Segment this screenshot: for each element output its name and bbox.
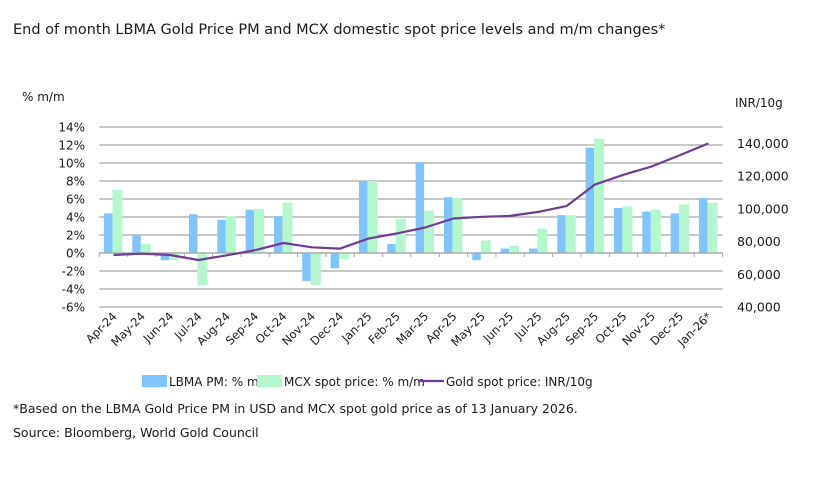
- bar-mcx: [140, 244, 151, 253]
- bar-mcx: [509, 245, 520, 253]
- bar-mcx: [254, 208, 265, 253]
- x-axis-tick-label: Jun-25: [480, 309, 517, 346]
- left-axis-tick-label: -6%: [62, 301, 85, 315]
- bar-lbma: [188, 214, 198, 253]
- bar-lbma: [698, 198, 708, 253]
- bar-mcx: [424, 210, 435, 253]
- bar-lbma: [302, 253, 311, 281]
- bar-lbma: [387, 244, 396, 253]
- bar-lbma: [472, 253, 481, 261]
- bar-lbma: [613, 208, 623, 253]
- bar-mcx: [622, 206, 633, 253]
- bar-mcx: [650, 209, 661, 253]
- left-axis-tick-label: 0%: [66, 247, 85, 261]
- bar-lbma: [330, 253, 340, 269]
- right-axis-tick-label: 100,000: [737, 201, 789, 216]
- bar-lbma: [557, 215, 566, 253]
- x-axis-tick-label: Jun-24: [140, 309, 177, 346]
- right-axis-tick-label: 60,000: [737, 267, 781, 282]
- bar-lbma: [443, 197, 453, 253]
- bar-lbma: [670, 213, 680, 253]
- bar-mcx: [679, 204, 690, 253]
- legend-label-gold: Gold spot price: INR/10g: [446, 375, 593, 389]
- bar-mcx: [707, 202, 718, 253]
- left-axis-label: % m/m: [22, 90, 65, 104]
- source-note: Source: Bloomberg, World Gold Council: [13, 425, 259, 440]
- left-axis-tick-label: 12%: [58, 139, 85, 153]
- bar-mcx: [310, 253, 321, 286]
- bar-lbma: [642, 211, 651, 253]
- footnote: *Based on the LBMA Gold Price PM in USD …: [13, 401, 578, 416]
- bar-mcx: [395, 218, 406, 253]
- bar-mcx: [112, 190, 123, 253]
- right-axis-tick-label: 40,000: [737, 300, 781, 315]
- x-axis-tick-label: Mar-25: [393, 309, 431, 347]
- bar-mcx: [537, 228, 548, 253]
- bar-mcx: [480, 240, 491, 253]
- bar-mcx: [565, 215, 576, 253]
- left-axis-tick-label: 8%: [66, 175, 85, 189]
- left-axis-tick-label: -4%: [62, 283, 85, 297]
- left-axis-tick-label: 14%: [58, 121, 85, 135]
- bar-mcx: [225, 216, 236, 253]
- bar-lbma: [245, 209, 255, 253]
- bar-lbma: [415, 162, 425, 253]
- right-axis-tick-label: 120,000: [737, 169, 789, 184]
- bar-mcx: [282, 202, 293, 253]
- chart-title: End of month LBMA Gold Price PM and MCX …: [13, 22, 666, 38]
- legend-label-lbma: LBMA PM: % m/m: [169, 375, 274, 389]
- bar-lbma: [103, 213, 113, 253]
- bar-lbma: [132, 235, 141, 253]
- legend-swatch-lbma: [142, 375, 167, 387]
- bar-lbma: [160, 253, 170, 261]
- bar-lbma: [528, 248, 538, 253]
- legend-label-mcx: MCX spot price: % m/m: [284, 375, 425, 389]
- bar-lbma: [585, 147, 595, 253]
- bar-lbma: [500, 248, 510, 253]
- left-axis-tick-label: 2%: [66, 229, 85, 243]
- bar-mcx: [594, 138, 605, 253]
- bar-lbma: [273, 216, 283, 253]
- right-axis-tick-label: 80,000: [737, 234, 781, 249]
- bar-lbma: [358, 181, 368, 253]
- left-axis-tick-label: 10%: [58, 157, 85, 171]
- gold-price-line: [113, 142, 709, 262]
- right-axis-label: INR/10g: [735, 96, 783, 110]
- left-axis-tick-label: 6%: [66, 193, 85, 207]
- bar-mcx: [452, 198, 463, 253]
- left-axis-tick-label: 4%: [66, 211, 85, 225]
- bar-lbma: [217, 219, 226, 253]
- bar-mcx: [197, 253, 208, 286]
- right-axis-tick-label: 140,000: [737, 136, 789, 151]
- left-axis-tick-label: -2%: [62, 265, 85, 279]
- bar-mcx: [339, 253, 350, 260]
- legend-swatch-mcx: [257, 375, 282, 387]
- bar-mcx: [367, 181, 378, 253]
